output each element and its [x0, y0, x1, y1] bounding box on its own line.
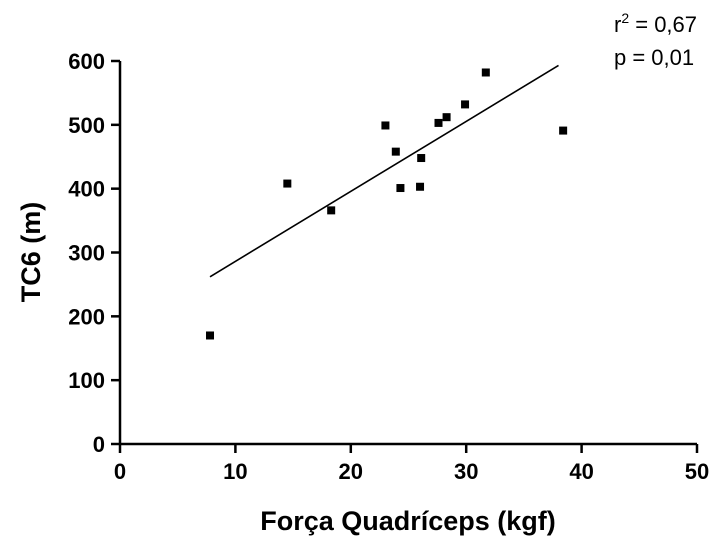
p-value-label: p = 0,01: [614, 45, 694, 70]
y-tick-label: 600: [68, 49, 105, 74]
y-tick-label: 400: [68, 177, 105, 202]
y-tick-label: 0: [93, 432, 105, 457]
y-axis-title: TC6 (m): [16, 202, 46, 303]
x-tick-label: 10: [223, 459, 247, 484]
regression-line: [209, 64, 559, 278]
y-tick-label: 500: [68, 113, 105, 138]
data-point: [396, 184, 405, 193]
data-point: [417, 154, 426, 163]
data-point: [391, 147, 400, 156]
x-tick-label: 30: [454, 459, 478, 484]
data-point: [461, 100, 470, 109]
x-tick-label: 50: [685, 459, 709, 484]
data-point: [327, 206, 336, 215]
x-tick-label: 40: [569, 459, 593, 484]
x-axis-title: Força Quadríceps (kgf): [260, 506, 556, 536]
y-tick-label: 100: [68, 368, 105, 393]
data-points: [206, 68, 568, 340]
data-point: [434, 118, 443, 127]
x-tick-label: 20: [339, 459, 363, 484]
data-point: [381, 121, 390, 130]
data-point: [442, 113, 451, 122]
data-point: [481, 68, 490, 77]
r-squared-label: r2 = 0,67: [614, 10, 697, 37]
fit-line-group: [209, 64, 559, 278]
data-point: [559, 126, 568, 135]
data-point: [416, 182, 425, 191]
axes: [118, 61, 697, 446]
y-tick-label: 200: [68, 304, 105, 329]
x-tick-label: 0: [114, 459, 126, 484]
data-point: [206, 331, 215, 340]
data-point: [283, 179, 292, 188]
y-tick-label: 300: [68, 241, 105, 266]
